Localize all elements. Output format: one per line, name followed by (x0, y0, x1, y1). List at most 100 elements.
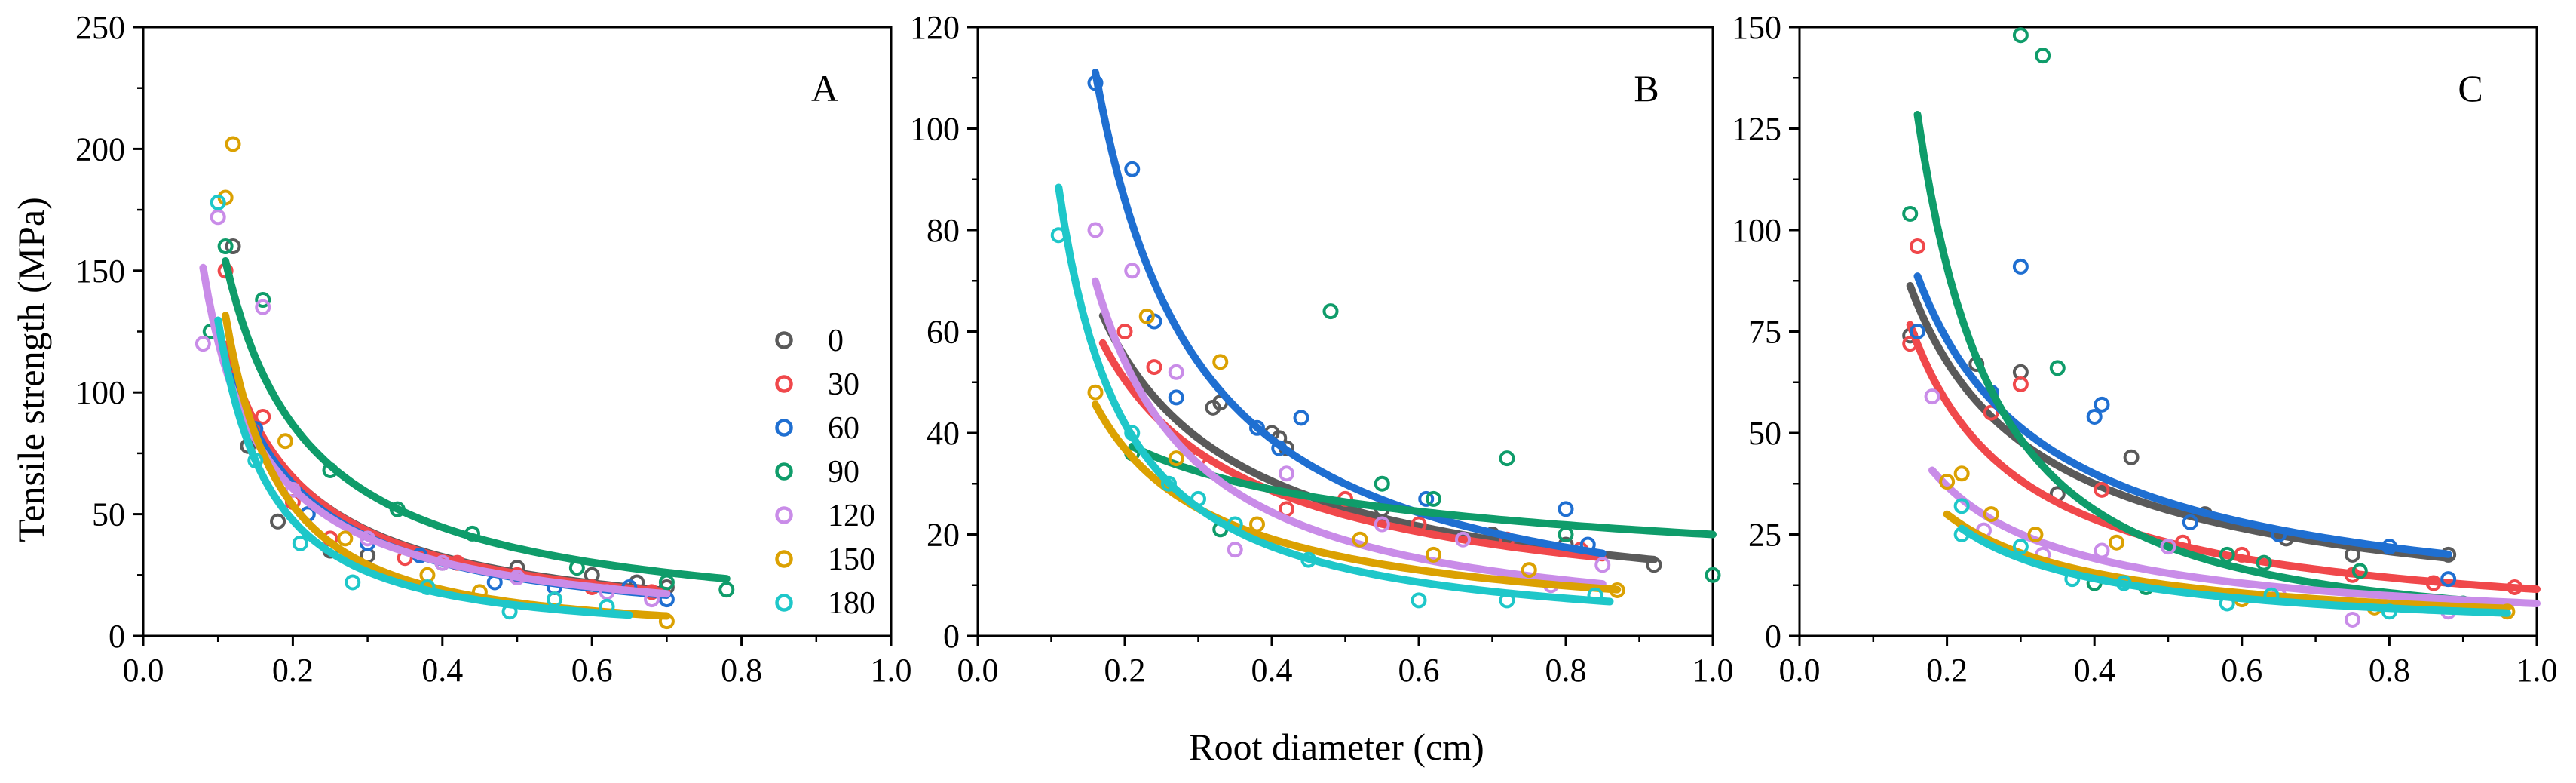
data-point (1087, 222, 1104, 238)
data-point (195, 336, 211, 352)
data-point (1924, 388, 1940, 405)
fit-curve (1906, 321, 2541, 594)
data-point (1050, 227, 1067, 244)
data-point (2182, 514, 2198, 530)
legend-marker (775, 462, 793, 481)
legend-marker (775, 419, 793, 437)
x-tick-label: 0.8 (721, 652, 762, 689)
data-point (1352, 531, 1368, 548)
chart-panel-c: 0.0 0.2 0.4 0.6 0.8 1.0 0 25 50 75 100 125 150 C (1732, 9, 2558, 689)
data-point (2035, 48, 2051, 64)
data-point (2219, 546, 2235, 563)
data-point (509, 570, 525, 586)
data-point (2351, 563, 2368, 579)
legend-marker (775, 594, 793, 612)
series-180 (210, 194, 633, 620)
y-tick-label: 120 (910, 9, 960, 46)
legend-marker (775, 331, 793, 349)
data-point (225, 238, 241, 255)
x-tick-label: 0.4 (1251, 652, 1293, 689)
series-180 (1953, 498, 2511, 620)
data-point (1953, 527, 1970, 542)
data-point (1227, 516, 1243, 533)
y-tick-label: 40 (927, 415, 960, 452)
y-axis-title: Tensile strength (MPa) (10, 197, 52, 542)
data-point (2345, 546, 2360, 563)
fit-curve (1055, 183, 1614, 606)
fit-curve (1128, 442, 1717, 539)
legend-marker (775, 550, 793, 568)
data-point (1499, 592, 1515, 609)
x-tick-label: 1.0 (871, 652, 912, 689)
data-point (1939, 474, 1956, 490)
y-tick-label: 50 (92, 496, 125, 533)
data-point (2027, 527, 2044, 542)
y-tick-label: 20 (927, 517, 960, 554)
data-point (1374, 475, 1390, 492)
data-point (1455, 531, 1471, 548)
fit-curve (1943, 510, 2511, 613)
fit-curve (1958, 524, 2511, 617)
data-point (2425, 575, 2442, 591)
y-tick-label: 100 (1732, 212, 1781, 249)
data-point (1426, 546, 1441, 563)
data-point (389, 501, 406, 517)
data-point (464, 525, 480, 542)
data-point (2094, 396, 2110, 413)
y-tick-label: 80 (927, 212, 960, 249)
data-point (1161, 475, 1177, 492)
legend-label: 180 (828, 586, 875, 621)
y-tick-label: 60 (927, 314, 960, 351)
series-60 (1087, 69, 1607, 557)
data-point (1322, 303, 1339, 320)
data-point (2094, 481, 2110, 498)
panel-label: A (811, 67, 838, 109)
data-point (2123, 449, 2140, 465)
data-point (1168, 389, 1184, 406)
data-point (2086, 408, 2103, 425)
data-point (419, 579, 436, 595)
legend-label: 30 (828, 367, 859, 402)
data-point (1902, 336, 1919, 352)
data-point (1909, 238, 1925, 255)
chart-panel-b: 0.0 0.2 0.4 0.6 0.8 1.0 0 20 40 60 80 100 120 B (910, 9, 1734, 689)
x-tick-label: 0.6 (1398, 652, 1440, 689)
data-point (2507, 579, 2523, 595)
data-point (2345, 611, 2360, 628)
data-point (2381, 539, 2397, 555)
data-point (658, 574, 675, 591)
panel-label: C (2458, 67, 2483, 109)
x-tick-label: 0.2 (272, 652, 314, 689)
x-tick-label: 0.4 (421, 652, 463, 689)
data-point (2115, 575, 2132, 591)
y-tick-label: 150 (75, 253, 125, 290)
x-tick-label: 0.0 (1779, 652, 1821, 689)
data-point (1579, 536, 1596, 553)
data-point (599, 584, 615, 600)
y-tick-label: 0 (1765, 618, 1781, 655)
x-tick-label: 0.6 (571, 652, 613, 689)
x-tick-label: 0.8 (2369, 652, 2410, 689)
x-axis-title: Root diameter (cm) (1189, 726, 1484, 768)
data-point (568, 560, 585, 576)
data-point (1168, 450, 1184, 467)
data-point (2256, 554, 2272, 571)
data-point (210, 194, 226, 210)
data-point (337, 530, 354, 547)
data-point (322, 462, 338, 478)
legend-marker (775, 506, 793, 524)
data-point (2064, 571, 2081, 588)
x-tick-label: 0.2 (1926, 652, 1968, 689)
legend-label: 60 (828, 411, 859, 446)
data-point (1587, 587, 1603, 603)
data-point (2109, 534, 2125, 551)
data-point (1418, 490, 1435, 507)
data-point (1279, 465, 1294, 482)
data-point (1124, 425, 1141, 441)
data-point (210, 209, 226, 226)
data-point (255, 299, 271, 315)
data-point (1953, 498, 1970, 514)
data-point (1953, 465, 1970, 482)
y-tick-label: 25 (1748, 517, 1781, 554)
data-point (2160, 539, 2176, 555)
